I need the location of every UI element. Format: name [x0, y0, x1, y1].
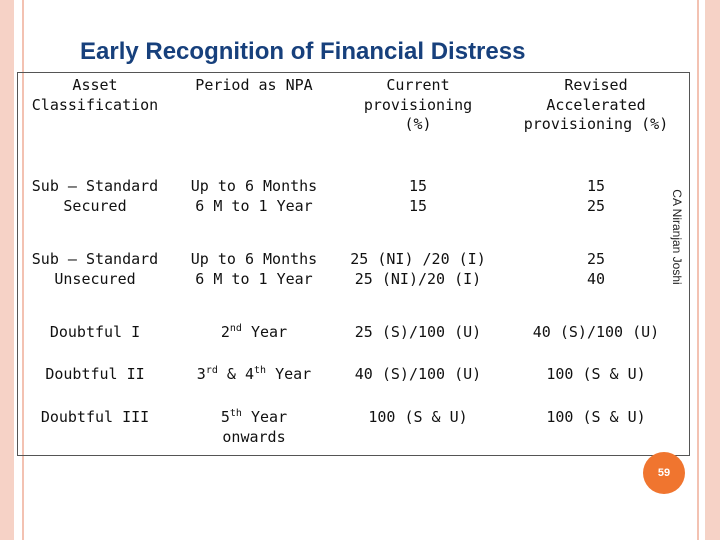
- provisioning-table: [17, 72, 690, 456]
- row-4-period-text: Year: [266, 365, 312, 383]
- page-number: 59: [657, 467, 671, 479]
- header-revised-provisioning: Revised Accelerated provisioning (%): [523, 76, 669, 133]
- row-4-period: 3rd & 4th Year: [175, 365, 333, 385]
- row-5-period-suffix: th: [229, 408, 242, 419]
- author-vertical-label: CA Niranjan Joshi: [670, 189, 684, 285]
- row-5-period: 5th Year onwards: [175, 408, 333, 447]
- row-3-current: 25 (S)/100 (U): [354, 323, 482, 341]
- row-3-revised: 40 (S)/100 (U): [532, 323, 660, 341]
- row-2-revised: 25 40: [586, 250, 606, 288]
- row-4-period-suffix-1: rd: [205, 365, 218, 376]
- header-current-provisioning: Current provisioning (%): [363, 76, 473, 133]
- row-3-period-text: Year: [241, 323, 288, 341]
- row-2-period: Up to 6 Months 6 M to 1 Year: [190, 250, 318, 288]
- row-5-asset: Doubtful III: [40, 408, 150, 426]
- row-4-period-suffix-2: th: [254, 365, 267, 376]
- row-3-period: 2nd Year: [175, 323, 333, 343]
- left-decorative-band: [0, 0, 14, 540]
- row-1-period: Up to 6 Months 6 M to 1 Year: [190, 177, 318, 215]
- row-2-asset: Sub – Standard Unsecured: [31, 250, 159, 288]
- right-decorative-band: [705, 0, 720, 540]
- header-asset-classification: Asset Classification: [31, 76, 159, 114]
- right-decorative-line: [697, 0, 699, 540]
- row-3-asset: Doubtful I: [49, 323, 141, 341]
- row-4-revised: 100 (S & U): [546, 365, 646, 383]
- row-3-period-suffix: nd: [229, 323, 242, 334]
- row-5-period-ordinal: 5: [220, 408, 230, 426]
- row-5-current: 100 (S & U): [368, 408, 468, 426]
- row-1-current: 15 15: [408, 177, 428, 215]
- row-3-period-ordinal: 2: [220, 323, 230, 341]
- slide-title: Early Recognition of Financial Distress: [80, 38, 526, 65]
- row-1-asset: Sub – Standard Secured: [31, 177, 159, 215]
- left-decorative-line: [22, 0, 24, 540]
- header-period-as-npa: Period as NPA: [195, 76, 313, 94]
- row-4-asset: Doubtful II: [45, 365, 145, 383]
- row-5-period-text: Year onwards: [222, 408, 288, 446]
- page-number-badge: 59: [643, 452, 685, 494]
- row-5-revised: 100 (S & U): [546, 408, 646, 426]
- row-4-period-joiner: &: [217, 365, 245, 383]
- row-4-period-ordinal-2: 4: [244, 365, 254, 383]
- row-4-period-ordinal-1: 3: [196, 365, 206, 383]
- row-1-revised: 15 25: [586, 177, 606, 215]
- row-4-current: 40 (S)/100 (U): [354, 365, 482, 383]
- row-2-current: 25 (NI) /20 (I) 25 (NI)/20 (I): [350, 250, 486, 288]
